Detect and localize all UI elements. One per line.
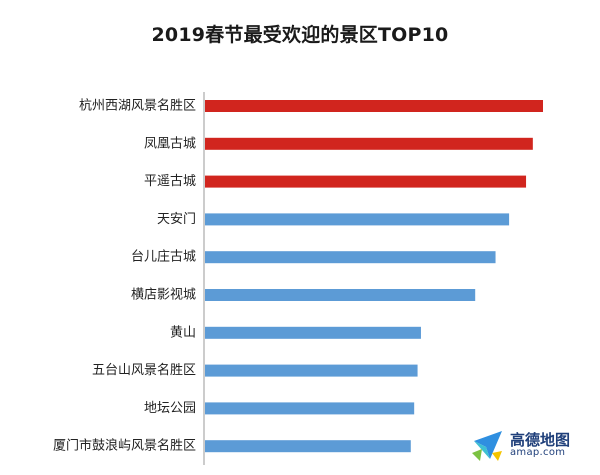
amap-logo-url: amap.com (510, 447, 566, 458)
bar-3 (205, 175, 527, 188)
category-label: 厦门市鼓浪屿风景名胜区 (53, 438, 196, 454)
bar-7 (205, 326, 421, 339)
bar-8 (205, 364, 418, 377)
bar-9 (205, 402, 415, 415)
bar-group (205, 100, 543, 453)
bar-6 (205, 289, 476, 301)
category-label: 天安门 (157, 212, 196, 227)
category-label: 黄山 (170, 325, 196, 340)
category-label: 五台山风景名胜区 (92, 362, 196, 378)
bar-5 (205, 251, 496, 264)
bar-4 (205, 213, 510, 226)
amap-logo: 高德地图 amap.com (470, 425, 595, 465)
bar-1 (205, 100, 543, 112)
amap-logo-name: 高德地图 (510, 431, 571, 449)
category-label: 横店影视城 (131, 288, 196, 303)
category-label-group: 杭州西湖风景名胜区凤凰古城平遥古城天安门台儿庄古城横店影视城黄山五台山风景名胜区… (53, 98, 196, 454)
chart-title: 2019春节最受欢迎的景区TOP10 (151, 24, 449, 46)
category-label: 平遥古城 (144, 174, 196, 189)
category-label: 地坛公园 (144, 401, 196, 416)
bar-10 (205, 440, 411, 453)
bar-2 (205, 137, 533, 150)
category-label: 台儿庄古城 (131, 249, 196, 265)
category-label: 凤凰古城 (144, 136, 196, 151)
category-label: 杭州西湖风景名胜区 (79, 98, 196, 114)
amap-logo-icon (472, 431, 502, 461)
